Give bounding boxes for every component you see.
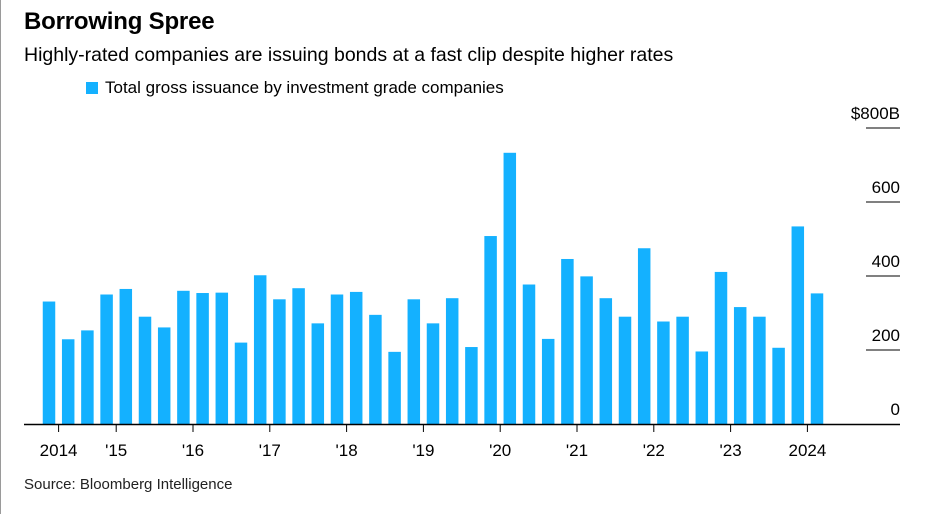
x-tick-label: '18	[336, 441, 358, 460]
bar	[522, 284, 536, 424]
bar	[810, 293, 824, 424]
bar	[273, 299, 286, 424]
bar	[791, 226, 805, 424]
bar	[772, 347, 785, 424]
x-tick-label: '22	[643, 441, 665, 460]
bar	[541, 338, 555, 424]
bar	[42, 301, 56, 424]
bar	[138, 316, 152, 424]
legend-label: Total gross issuance by investment grade…	[105, 78, 504, 97]
x-tick-label: '16	[182, 441, 204, 460]
chart-subtitle: Highly-rated companies are issuing bonds…	[24, 44, 674, 66]
bar	[215, 292, 229, 424]
bar	[311, 323, 325, 424]
bar	[484, 236, 497, 424]
x-tick-label: '19	[412, 441, 434, 460]
x-tick-label: 2024	[788, 441, 826, 460]
bar	[733, 307, 747, 424]
bar	[445, 298, 459, 424]
source-note: Source: Bloomberg Intelligence	[24, 476, 233, 493]
x-tick-label: 2014	[40, 441, 78, 460]
legend-swatch	[86, 82, 98, 94]
left-border	[0, 0, 1, 514]
y-tick-label: 200	[872, 326, 900, 345]
bar	[330, 294, 344, 424]
bar	[599, 298, 613, 424]
bar	[61, 339, 75, 424]
bar	[637, 248, 651, 424]
bar	[157, 327, 171, 424]
bar	[561, 258, 574, 424]
bar	[369, 314, 382, 424]
y-tick-label: 0	[891, 400, 900, 419]
x-tick-label: '15	[105, 441, 127, 460]
x-tick-label: '23	[720, 441, 742, 460]
bar	[292, 288, 305, 424]
x-tick-label: '20	[489, 441, 511, 460]
bar	[465, 347, 478, 424]
bar	[426, 323, 440, 424]
x-tick-label: '21	[566, 441, 588, 460]
y-tick-label: 600	[872, 178, 900, 197]
y-tick-label: 400	[872, 252, 900, 271]
bar	[657, 321, 670, 424]
bar	[407, 299, 421, 424]
bar	[714, 271, 728, 424]
legend: Total gross issuance by investment grade…	[86, 78, 504, 98]
bar	[503, 152, 517, 425]
bar	[753, 316, 766, 424]
bar	[253, 275, 267, 424]
x-tick-label: '17	[259, 441, 281, 460]
bar	[196, 293, 209, 424]
y-tick-label: $800B	[851, 104, 900, 123]
bar	[119, 288, 133, 424]
bar	[234, 342, 248, 424]
bar	[676, 316, 689, 424]
bar	[349, 291, 363, 424]
chart-title: Borrowing Spree	[24, 8, 215, 35]
bar	[100, 294, 113, 424]
bar	[580, 276, 593, 424]
bar	[177, 290, 190, 424]
bar	[388, 351, 401, 424]
bar	[81, 330, 94, 424]
bar	[695, 351, 709, 424]
bar	[618, 316, 632, 424]
